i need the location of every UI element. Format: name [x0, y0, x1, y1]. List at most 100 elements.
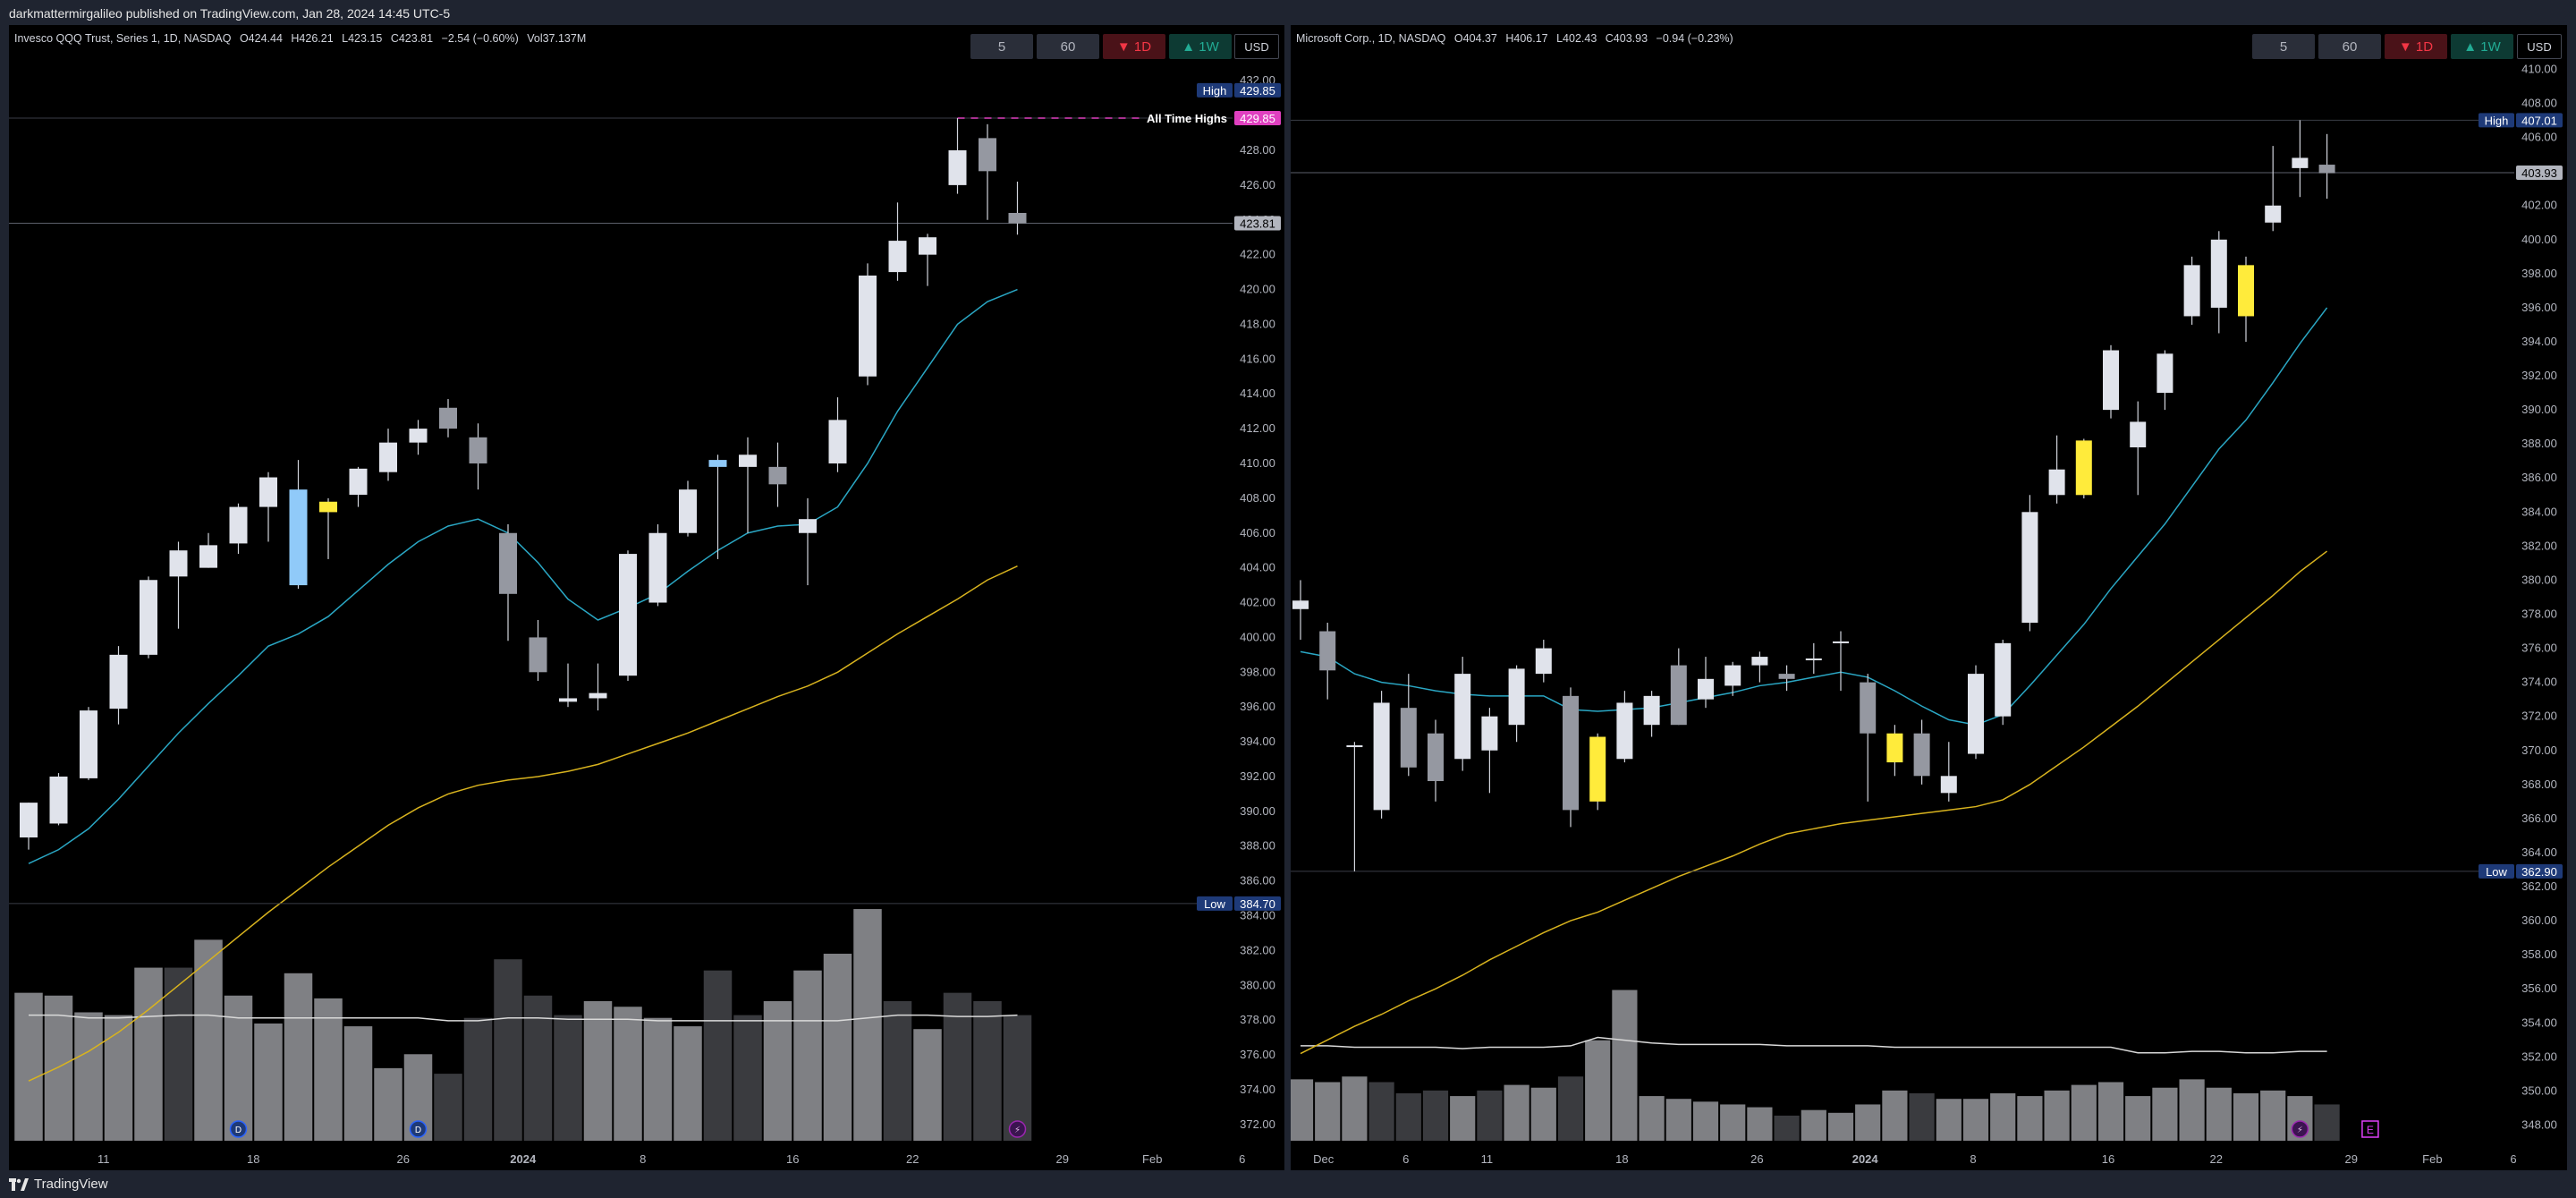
y-tick-label: 364.00 [2521, 845, 2557, 859]
volume-bar [2097, 1082, 2124, 1141]
legend-close: C423.81 [390, 32, 434, 45]
msft-timeframe-bar: 5 60 ▼ 1D ▲ 1W [2252, 34, 2513, 59]
timeframe-60-button[interactable]: 60 [2318, 34, 2381, 59]
currency-button[interactable]: USD [1234, 34, 1279, 59]
qqq-timeframe-bar: 5 60 ▼ 1D ▲ 1W [970, 34, 1232, 59]
y-tick-label: 382.00 [1240, 943, 1275, 956]
candle-body [199, 545, 217, 568]
volume-bar [1801, 1109, 1826, 1141]
y-tick-label: 358.00 [2521, 947, 2557, 961]
footer-bar: TradingView [0, 1170, 2576, 1198]
y-tick-label: 384.00 [1240, 909, 1275, 922]
timeframe-1d-button[interactable]: ▼ 1D [2385, 34, 2447, 59]
y-tick-label: 356.00 [2521, 981, 2557, 995]
chart-panel-msft[interactable]: 348.00 350.00 352.00 354.00 356.00 358.00 360.… [1291, 25, 2567, 1170]
legend-open: O404.37 [1453, 32, 1497, 45]
x-tick-label: 6 [1402, 1152, 1409, 1166]
x-tick-label: 11 [1481, 1152, 1494, 1166]
candle-body [529, 637, 547, 673]
volume-bar [374, 1067, 402, 1141]
low-chip-bg [1197, 896, 1233, 911]
x-tick-label: 29 [2345, 1152, 2358, 1166]
candle-body [1616, 702, 1633, 760]
candle-body [708, 460, 727, 467]
timeframe-60-button[interactable]: 60 [1037, 34, 1099, 59]
volume-bar [134, 967, 163, 1141]
candle-body [1400, 708, 1417, 768]
legend-low: L423.15 [342, 32, 383, 45]
qqq-chart-canvas[interactable]: 372.00 374.00 376.00 378.00 380.00 382.00 384.… [9, 25, 1284, 1170]
legend-open: O424.44 [239, 32, 283, 45]
x-tick-label: 8 [1970, 1152, 1976, 1166]
candle-body [768, 466, 787, 485]
ema-slow-line [28, 565, 1018, 1082]
timeframe-1w-button[interactable]: ▲ 1W [2451, 34, 2513, 59]
volume-bar [1692, 1101, 1719, 1141]
candle-body [799, 519, 817, 533]
candle-body [1535, 648, 1552, 675]
x-tick-label: Feb [2422, 1152, 2442, 1166]
candle-body [2238, 265, 2254, 317]
volume-bar [1315, 1082, 1341, 1141]
volume-bar [104, 1015, 133, 1141]
timeframe-5-button[interactable]: 5 [970, 34, 1033, 59]
candle-body [1751, 657, 1768, 666]
y-tick-label: 374.00 [1240, 1083, 1275, 1096]
x-tick-label: 11 [97, 1152, 110, 1166]
event-markers: D D ⚡ [229, 1120, 1027, 1138]
x-tick-label: 6 [1239, 1152, 1245, 1166]
candle-body [1913, 733, 1930, 777]
candle-body [589, 692, 607, 699]
candle-body [948, 149, 967, 185]
y-tick-label: 394.00 [1240, 735, 1275, 748]
legend-change: −2.54 (−0.60%) [441, 32, 519, 45]
volume-bar [2044, 1090, 2070, 1141]
low-value-tag-bg [1234, 896, 1281, 911]
last-price-tag: 423.81 [1240, 217, 1275, 230]
price-axis: 348.00 350.00 352.00 354.00 356.00 358.00 360.… [2521, 62, 2557, 1131]
legend-volume: Vol37.137M [527, 32, 587, 45]
volume-bar [1504, 1084, 1530, 1141]
volume-bar [793, 970, 822, 1141]
low-value-tag-bg [2516, 863, 2563, 879]
volume-bar [44, 995, 73, 1141]
timeframe-5-button[interactable]: 5 [2252, 34, 2315, 59]
y-tick-label: 348.00 [2521, 1117, 2557, 1131]
x-tick-label: 22 [2210, 1152, 2223, 1166]
candle-body [1968, 674, 1984, 754]
y-tick-label: 388.00 [2521, 437, 2557, 450]
high-chip-bg [2479, 113, 2514, 128]
x-tick-label: 8 [640, 1152, 646, 1166]
flash-event-glyph: ⚡ [2297, 1126, 2303, 1135]
y-tick-label: 370.00 [2521, 743, 2557, 757]
y-tick-label: 378.00 [1240, 1013, 1275, 1026]
volume-bar [1855, 1104, 1881, 1141]
ath-value-tag-bg [1234, 111, 1281, 126]
volume-bar [74, 1012, 103, 1141]
candle-body [648, 532, 667, 603]
candle-body [1373, 702, 1390, 811]
msft-chart-canvas[interactable]: 348.00 350.00 352.00 354.00 356.00 358.00 360.… [1291, 25, 2567, 1170]
timeframe-1w-button[interactable]: ▲ 1W [1169, 34, 1232, 59]
chart-panel-qqq[interactable]: 372.00 374.00 376.00 378.00 380.00 382.00 384.… [9, 25, 1284, 1170]
candle-body [1643, 695, 1660, 726]
flash-event-glyph: ⚡ [1014, 1126, 1021, 1135]
timeframe-1d-button[interactable]: ▼ 1D [1103, 34, 1165, 59]
y-tick-label: 382.00 [2521, 539, 2557, 552]
volume-bar [1450, 1096, 1476, 1141]
candle-body [259, 477, 277, 507]
candle-body [1778, 674, 1795, 679]
volume-bars [1291, 990, 2340, 1141]
y-tick-label: 376.00 [2521, 641, 2557, 655]
candle-body [2103, 350, 2119, 411]
currency-button[interactable]: USD [2517, 34, 2562, 59]
y-tick-label: 380.00 [2521, 573, 2557, 586]
candle-body [1995, 642, 2012, 717]
candle-body [289, 489, 308, 586]
tradingview-logo[interactable]: TradingView [9, 1177, 108, 1192]
candle-body [499, 532, 517, 594]
y-tick-label: 418.00 [1240, 317, 1275, 330]
volume-bar [1720, 1104, 1746, 1141]
y-tick-label: 368.00 [2521, 777, 2557, 791]
time-axis: 11 18 26 2024 8 16 22 29 Feb 6 [97, 1152, 1245, 1166]
